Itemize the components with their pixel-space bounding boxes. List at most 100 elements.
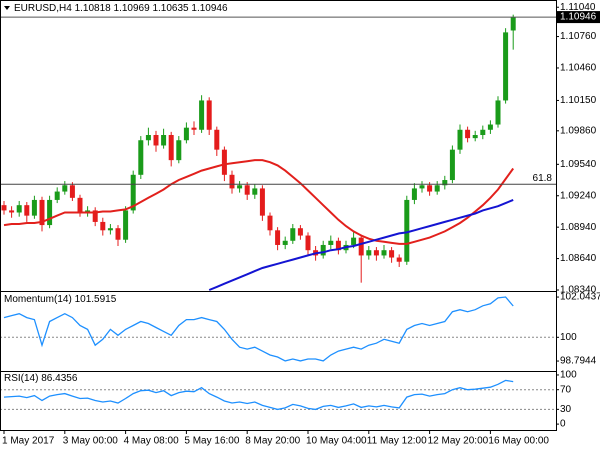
candle-body — [297, 228, 303, 236]
candle-body — [427, 185, 433, 192]
momentum-panel — [1, 296, 556, 362]
candle-body — [442, 180, 448, 186]
candle-body — [1, 205, 7, 211]
candle-body — [145, 135, 151, 141]
x-tick-label: 16 May 00:00 — [488, 436, 549, 447]
candle-body — [183, 127, 189, 141]
candle-body — [396, 257, 402, 262]
header-low: 1.10635 — [152, 3, 189, 14]
candle-body — [191, 127, 197, 130]
candle-body — [24, 205, 30, 216]
candle-body — [320, 244, 326, 256]
y-tick-label: 100 — [560, 332, 577, 343]
y-tick-label: 70 — [560, 384, 572, 395]
y-tick-label: 30 — [560, 404, 572, 415]
y-tick-label: 100 — [560, 370, 577, 381]
candle-body — [199, 100, 205, 130]
candle-body — [153, 135, 159, 146]
indicator-value: 86.4356 — [41, 373, 78, 384]
rsi-panel — [1, 379, 556, 411]
symbol: EURUSD,H4 — [14, 3, 72, 14]
candle-body — [305, 235, 311, 251]
candle-body — [290, 228, 296, 241]
y-tick-label: 1.09240 — [560, 190, 597, 201]
candle-body — [381, 250, 387, 256]
indicator-line — [3, 379, 514, 411]
y-tick-label: 1.11040 — [560, 2, 596, 13]
indicator-line — [3, 296, 514, 362]
momentum-title: Momentum(14) 101.5915 — [4, 294, 117, 305]
candle-body — [335, 240, 341, 251]
candle-body — [366, 250, 372, 256]
main-panel: 61.8 — [1, 14, 556, 291]
candle-body — [62, 185, 68, 192]
current-price-box — [557, 11, 600, 24]
candle-body — [373, 250, 379, 256]
x-tick-label: 3 May 00:00 — [63, 436, 118, 447]
y-tick-label: 1.10760 — [560, 31, 597, 42]
candle-body — [16, 205, 22, 213]
header-high: 1.10969 — [114, 3, 151, 14]
y-tick-label: 0 — [560, 419, 566, 430]
candle-body — [267, 215, 273, 231]
candle-body — [130, 174, 136, 211]
y-tick-label: 1.10460 — [560, 63, 597, 74]
header-open: 1.10818 — [75, 3, 112, 14]
menu-triangle — [4, 6, 10, 10]
x-tick-label: 8 May 20:00 — [245, 436, 300, 447]
y-tick-label: 1.09540 — [560, 159, 597, 170]
candle-body — [472, 135, 478, 139]
candle-body — [457, 129, 463, 150]
moving-average — [208, 198, 514, 291]
x-tick-label: 5 May 16:00 — [184, 436, 239, 447]
y-tick-label: 1.08940 — [560, 222, 597, 233]
header-close: 1.10946 — [191, 3, 228, 14]
candle-body — [92, 210, 98, 222]
moving-average — [3, 159, 515, 245]
chart-header: EURUSD,H4 1.10818 1.10969 1.10635 1.1094… — [14, 3, 228, 14]
candle-body — [100, 221, 106, 231]
candle-body — [449, 149, 455, 181]
fibonacci-label: 61.8 — [533, 173, 553, 184]
indicator-value: 101.5915 — [75, 294, 117, 305]
candle-body — [176, 140, 182, 161]
candle-body — [237, 185, 243, 189]
candle-body — [275, 230, 281, 245]
y-tick-label: 1.10150 — [560, 95, 597, 106]
x-tick-label: 4 May 08:00 — [124, 436, 179, 447]
candle-body — [259, 188, 265, 216]
current-price-label: 1.10946 — [560, 12, 597, 23]
candle-body — [487, 124, 493, 130]
y-tick-label: 1.08340 — [560, 285, 597, 296]
candle-body — [214, 129, 220, 150]
candle-body — [411, 188, 417, 200]
candle-body — [495, 100, 501, 125]
candle-body — [510, 17, 516, 31]
indicator-name: RSI(14) — [4, 373, 38, 384]
candle-body — [252, 188, 258, 195]
candle-body — [358, 237, 364, 256]
candle-body — [69, 185, 75, 198]
x-tick-label: 12 May 20:00 — [428, 436, 489, 447]
plot-border — [0, 0, 557, 431]
candle-body — [389, 250, 395, 258]
y-tick-label: 1.08640 — [560, 253, 597, 264]
candle-body — [39, 199, 45, 226]
candle-body — [221, 149, 227, 175]
candle-body — [107, 228, 113, 231]
candle-body — [168, 135, 174, 161]
candle-body — [351, 237, 357, 245]
candle-body — [138, 140, 144, 175]
y-tick-label: 102.0437 — [560, 292, 600, 303]
candle-body — [206, 100, 212, 130]
x-tick-label: 11 May 12:00 — [367, 436, 427, 447]
candle-body — [328, 240, 334, 245]
candle-body — [244, 185, 250, 195]
candle-body — [434, 185, 440, 192]
candle-body — [85, 210, 91, 213]
candle-body — [31, 199, 37, 216]
candle-body — [282, 240, 288, 245]
